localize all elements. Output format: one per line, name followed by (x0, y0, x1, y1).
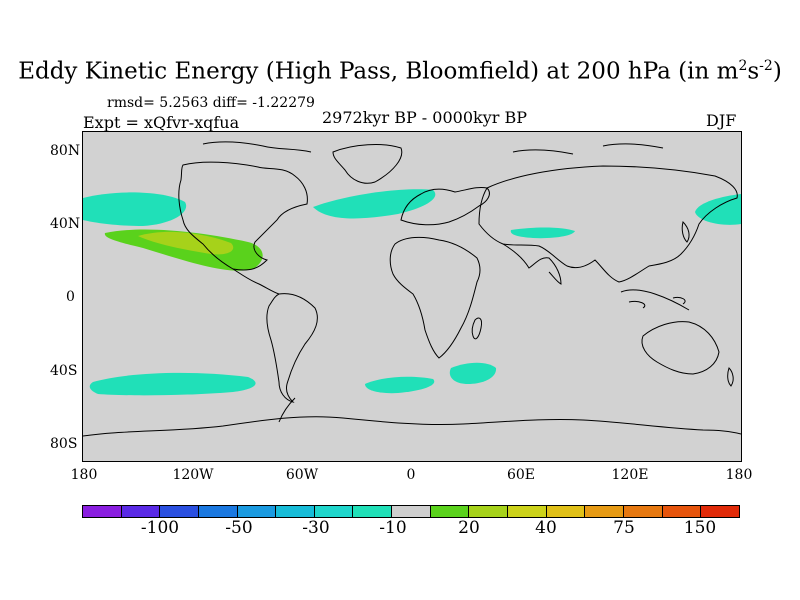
coast-africa (389, 236, 481, 359)
colorbar-label: 75 (613, 518, 635, 538)
coast-south-america (266, 293, 318, 403)
season-label: DJF (706, 111, 737, 130)
x-tick-label: 120W (172, 467, 214, 483)
coast-arabia-india (502, 243, 562, 285)
colorbar-cell (430, 506, 470, 517)
coast-greenland (332, 144, 403, 184)
colorbar-label: -100 (140, 518, 180, 538)
coast-north-america (178, 161, 308, 271)
colorbar-cell (701, 506, 739, 517)
colorbar-cell (392, 506, 431, 517)
coast-maritime (620, 289, 690, 311)
colorbar-label: -10 (379, 518, 407, 538)
coast-antarctic-peninsula (278, 397, 296, 423)
anomaly-north-pacific-west-positive (104, 229, 263, 271)
anomaly-east-pacific-negative (83, 192, 187, 226)
colorbar-cell (83, 506, 122, 517)
colorbar-cell (623, 506, 663, 517)
y-tick-label: 80N (50, 143, 81, 159)
coast-japan (681, 221, 690, 243)
period-label: 2972kyr BP - 0000kyr BP (322, 108, 527, 127)
figure-title: Eddy Kinetic Energy (High Pass, Bloomfie… (18, 58, 782, 85)
coast-madagascar (471, 317, 482, 340)
x-tick-label: 120E (611, 467, 649, 483)
anomaly-south-pacific-negative (89, 372, 256, 396)
coast-australia (641, 321, 720, 375)
anomaly-south-indian-negative (449, 362, 497, 384)
anomaly-north-pacific-west-core (138, 231, 234, 255)
x-tick-label: 60E (506, 467, 536, 483)
y-tick-label: 0 (66, 289, 75, 305)
experiment-label: Expt = xQfvr-xqfua (83, 113, 240, 132)
colorbar-cell (585, 506, 624, 517)
colorbar-cell (469, 506, 509, 517)
y-tick-label: 40N (50, 216, 81, 232)
x-tick-label: 180 (70, 467, 98, 483)
colorbar-cell (198, 506, 238, 517)
coast-central-america (232, 268, 280, 295)
x-tick-label: 180 (725, 467, 753, 483)
coast-antarctica (83, 416, 741, 437)
colorbar-cell (314, 506, 354, 517)
world-map (83, 141, 741, 437)
anomaly-layer (83, 189, 741, 396)
colorbar-cell (353, 506, 393, 517)
anomaly-west-pacific-negative (695, 194, 741, 225)
coastlines (83, 141, 741, 437)
colorbar (82, 505, 740, 518)
y-tick-label: 40S (50, 363, 78, 379)
colorbar-cell (160, 506, 199, 517)
colorbar-cell (546, 506, 586, 517)
x-tick-label: 60W (285, 467, 319, 483)
coast-asia (478, 165, 738, 283)
colorbar-cell (508, 506, 547, 517)
colorbar-label: -50 (225, 518, 253, 538)
colorbar-cell (237, 506, 277, 517)
anomaly-north-atlantic-negative (313, 189, 436, 219)
colorbar-cell (662, 506, 702, 517)
colorbar-label: 150 (683, 518, 717, 538)
colorbar-cell (121, 506, 161, 517)
y-tick-label: 80S (50, 436, 78, 452)
coast-new-zealand (727, 367, 734, 387)
coast-arctic-islands (202, 141, 664, 155)
colorbar-label: 40 (535, 518, 557, 538)
colorbar-label: -30 (302, 518, 330, 538)
colorbar-label: 20 (458, 518, 480, 538)
stats-line: rmsd= 5.2563 diff= -1.22279 (107, 95, 315, 111)
map-panel (82, 131, 742, 462)
anomaly-asia-negative (510, 227, 575, 239)
x-tick-label: 0 (406, 467, 416, 483)
anomaly-south-atlantic-negative (365, 376, 435, 394)
colorbar-cell (276, 506, 315, 517)
